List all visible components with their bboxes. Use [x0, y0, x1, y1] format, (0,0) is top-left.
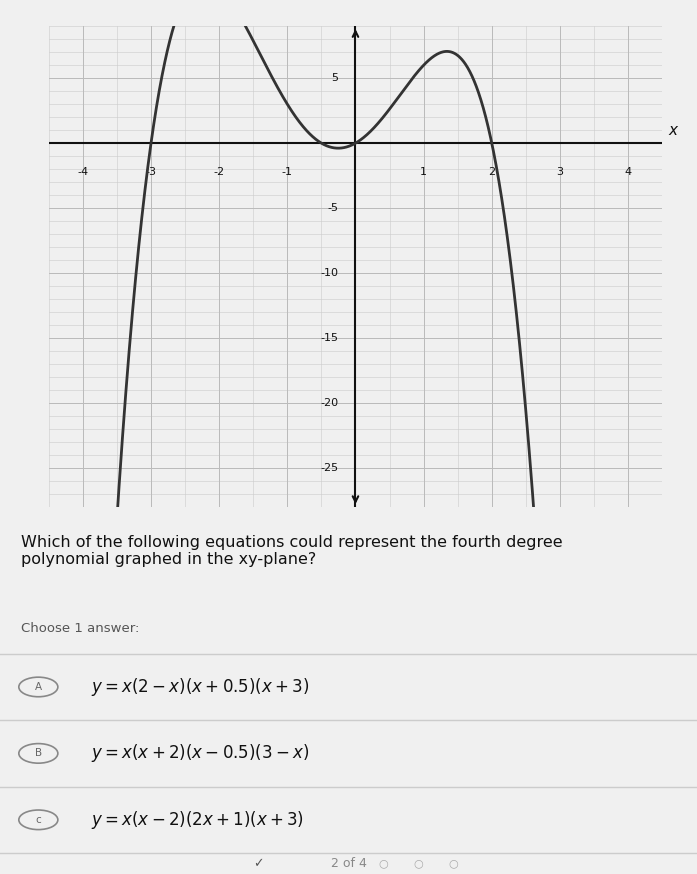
Text: -3: -3 [146, 167, 157, 177]
Text: Which of the following equations could represent the fourth degree
polynomial gr: Which of the following equations could r… [21, 535, 562, 567]
Text: -20: -20 [321, 398, 339, 408]
Text: 1: 1 [420, 167, 427, 177]
Text: ○: ○ [378, 858, 388, 869]
Text: 2 of 4: 2 of 4 [330, 857, 367, 870]
Text: -10: -10 [321, 268, 339, 278]
Text: -4: -4 [77, 167, 89, 177]
Text: ○: ○ [413, 858, 423, 869]
Text: 2: 2 [488, 167, 496, 177]
Text: $y = x(x+2)(x-0.5)(3-x)$: $y = x(x+2)(x-0.5)(3-x)$ [91, 742, 309, 765]
Text: c: c [36, 815, 41, 825]
Text: -1: -1 [282, 167, 293, 177]
Text: $y = x(x-2)(2x+1)(x+3)$: $y = x(x-2)(2x+1)(x+3)$ [91, 808, 304, 831]
Text: -2: -2 [213, 167, 224, 177]
Text: B: B [35, 748, 42, 759]
Text: -25: -25 [321, 463, 339, 473]
Text: 4: 4 [625, 167, 631, 177]
Text: -5: -5 [328, 203, 339, 213]
Text: ✓: ✓ [252, 857, 263, 870]
Text: 5: 5 [332, 73, 339, 83]
Text: ○: ○ [448, 858, 458, 869]
Text: $x$: $x$ [668, 123, 679, 138]
Text: -15: -15 [321, 333, 339, 343]
Text: Choose 1 answer:: Choose 1 answer: [21, 622, 139, 635]
Text: $y = x(2-x)(x+0.5)(x+3)$: $y = x(2-x)(x+0.5)(x+3)$ [91, 676, 309, 698]
Text: 3: 3 [556, 167, 563, 177]
Text: A: A [35, 682, 42, 692]
